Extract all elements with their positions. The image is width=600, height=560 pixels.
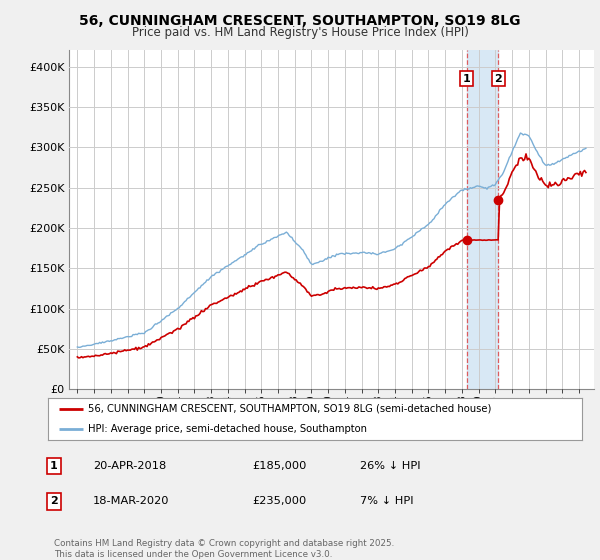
Text: 56, CUNNINGHAM CRESCENT, SOUTHAMPTON, SO19 8LG: 56, CUNNINGHAM CRESCENT, SOUTHAMPTON, SO… [79, 14, 521, 28]
Text: 56, CUNNINGHAM CRESCENT, SOUTHAMPTON, SO19 8LG (semi-detached house): 56, CUNNINGHAM CRESCENT, SOUTHAMPTON, SO… [88, 404, 491, 413]
Text: 7% ↓ HPI: 7% ↓ HPI [360, 496, 413, 506]
Text: £185,000: £185,000 [252, 461, 307, 471]
Text: 20-APR-2018: 20-APR-2018 [93, 461, 166, 471]
Text: 2: 2 [494, 73, 502, 83]
Text: Price paid vs. HM Land Registry's House Price Index (HPI): Price paid vs. HM Land Registry's House … [131, 26, 469, 39]
Text: Contains HM Land Registry data © Crown copyright and database right 2025.
This d: Contains HM Land Registry data © Crown c… [54, 539, 394, 559]
Text: HPI: Average price, semi-detached house, Southampton: HPI: Average price, semi-detached house,… [88, 424, 367, 433]
Text: 2: 2 [50, 496, 58, 506]
Text: 1: 1 [463, 73, 470, 83]
Bar [467, 50, 498, 389]
Text: 18-MAR-2020: 18-MAR-2020 [93, 496, 170, 506]
Text: £235,000: £235,000 [252, 496, 306, 506]
Text: 1: 1 [50, 461, 58, 471]
Text: 26% ↓ HPI: 26% ↓ HPI [360, 461, 421, 471]
